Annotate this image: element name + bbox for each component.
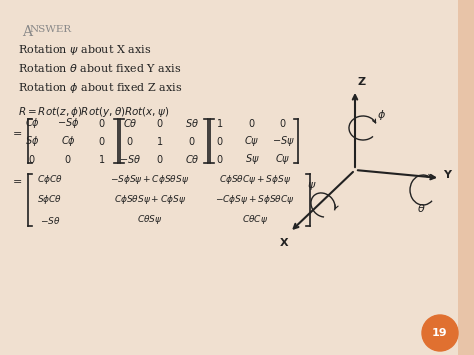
Text: $0$: $0$	[64, 153, 72, 165]
Text: $C\theta C\psi$: $C\theta C\psi$	[242, 213, 268, 226]
Text: $=$: $=$	[10, 127, 22, 137]
Text: $C\phi S\theta S\psi + C\phi S\psi$: $C\phi S\theta S\psi + C\phi S\psi$	[114, 193, 186, 207]
Text: $0$: $0$	[126, 135, 134, 147]
Text: $0$: $0$	[216, 153, 224, 165]
Text: $C\phi$: $C\phi$	[61, 134, 75, 148]
Text: $0$: $0$	[216, 135, 224, 147]
FancyBboxPatch shape	[458, 0, 474, 355]
Circle shape	[422, 315, 458, 351]
Text: $C\psi$: $C\psi$	[244, 134, 260, 148]
Text: $1$: $1$	[156, 135, 164, 147]
Text: $-S\theta$: $-S\theta$	[40, 214, 60, 225]
Text: X: X	[280, 238, 289, 248]
Text: $\theta$: $\theta$	[417, 202, 426, 214]
Text: Z: Z	[358, 77, 366, 87]
Text: $0$: $0$	[279, 117, 287, 129]
Text: $C\phi S\theta C\psi + S\phi S\psi$: $C\phi S\theta C\psi + S\phi S\psi$	[219, 174, 291, 186]
Text: $-S\theta$: $-S\theta$	[119, 153, 141, 165]
Text: $0$: $0$	[156, 153, 164, 165]
Text: $=$: $=$	[10, 175, 22, 185]
Text: $-S\phi S\psi + C\phi S\theta S\psi$: $-S\phi S\psi + C\phi S\theta S\psi$	[110, 174, 190, 186]
Text: $0$: $0$	[98, 135, 106, 147]
Text: $C\theta S\psi$: $C\theta S\psi$	[137, 213, 163, 226]
Text: Rotation $\phi$ about fixed Z axis: Rotation $\phi$ about fixed Z axis	[18, 81, 182, 95]
Text: $0$: $0$	[248, 117, 256, 129]
Text: $-C\phi S\psi + S\phi S\theta C\psi$: $-C\phi S\psi + S\phi S\theta C\psi$	[215, 193, 295, 207]
Text: $-S\psi$: $-S\psi$	[272, 134, 294, 148]
Text: $S\phi$: $S\phi$	[25, 134, 39, 148]
Text: A: A	[22, 25, 32, 39]
Text: $C\phi$: $C\phi$	[25, 116, 39, 130]
Text: 19: 19	[432, 328, 448, 338]
Text: $C\phi C\theta$: $C\phi C\theta$	[37, 174, 63, 186]
Text: Rotation $\psi$ about X axis: Rotation $\psi$ about X axis	[18, 43, 151, 57]
Text: $C\theta$: $C\theta$	[123, 117, 137, 129]
Text: $S\psi$: $S\psi$	[245, 152, 259, 166]
Text: Rotation $\theta$ about fixed Y axis: Rotation $\theta$ about fixed Y axis	[18, 62, 181, 74]
Text: $S\theta$: $S\theta$	[185, 117, 199, 129]
Text: $\psi$: $\psi$	[307, 180, 317, 192]
Text: $0$: $0$	[156, 117, 164, 129]
Text: $R = Rot(z,\phi)Rot(y,\theta)Rot(x,\psi)$: $R = Rot(z,\phi)Rot(y,\theta)Rot(x,\psi)…	[18, 105, 169, 119]
Text: Y: Y	[443, 170, 451, 180]
Text: $-S\phi$: $-S\phi$	[57, 116, 79, 130]
Text: $C\theta$: $C\theta$	[185, 153, 199, 165]
Text: $0$: $0$	[28, 153, 36, 165]
Text: $C\psi$: $C\psi$	[275, 152, 291, 166]
Text: NSWER: NSWER	[30, 25, 72, 34]
Text: $0$: $0$	[98, 117, 106, 129]
Text: $0$: $0$	[188, 135, 196, 147]
Text: $1$: $1$	[216, 117, 224, 129]
Text: $\phi$: $\phi$	[377, 108, 386, 122]
Text: $1$: $1$	[99, 153, 106, 165]
Text: $S\phi C\theta$: $S\phi C\theta$	[37, 193, 63, 207]
